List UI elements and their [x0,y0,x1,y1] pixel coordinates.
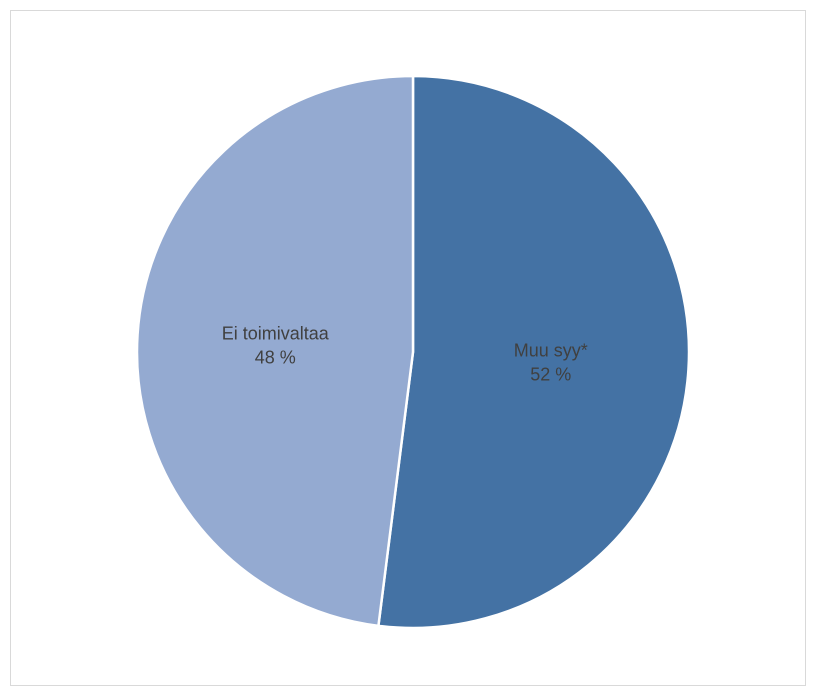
slice-label-muu-syy: Muu syy* [514,341,588,361]
pie-labels: Muu syy* 52 % Ei toimivaltaa 48 % [222,323,588,384]
pie-slice-muu-syy [377,74,691,630]
pie-slices [135,74,691,630]
slice-value-ei-toimivaltaa: 48 % [255,347,296,367]
pie-slice-ei-toimivaltaa [135,74,415,628]
slice-value-muu-syy: 52 % [530,365,571,385]
slice-label-ei-toimivaltaa: Ei toimivaltaa [222,323,330,343]
